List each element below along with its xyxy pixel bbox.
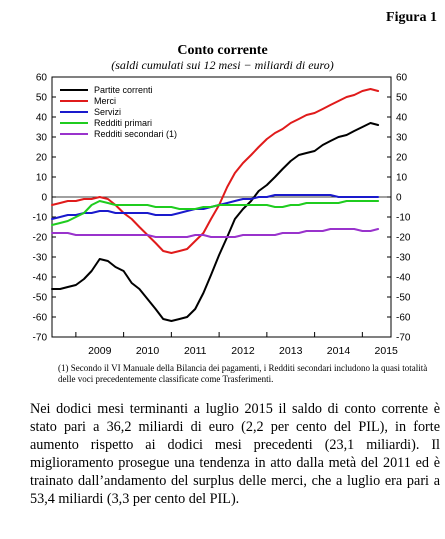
y-tick-label-left: 10 — [36, 173, 48, 184]
y-tick-label-left: -30 — [33, 253, 48, 264]
legend-label: Redditi primari — [94, 118, 152, 128]
x-tick-label: 2014 — [327, 345, 351, 357]
y-tick-label-right: -20 — [396, 233, 411, 244]
legend-label: Servizi — [94, 107, 121, 117]
chart-subtitle: (saldi cumulati sui 12 mesi − miliardi d… — [111, 58, 334, 72]
legend-label: Redditi secondari (1) — [94, 129, 177, 139]
chart-footnote: (1) Secondo il VI Manuale della Bilancia… — [58, 363, 428, 384]
line-chart: -70 -70 -60 -60 -50 -50 -40 -40 -30 -30 -20 -20 -10 -… — [33, 73, 411, 358]
body-paragraph: Nei dodici mesi terminanti a luglio 2015… — [30, 401, 440, 507]
y-tick-label-left: 60 — [36, 73, 48, 84]
y-tick-label-right: -30 — [396, 253, 411, 264]
series-line-merci — [51, 88, 380, 254]
y-tick-label-left: 30 — [36, 133, 48, 144]
y-tick-label-left: -60 — [33, 313, 48, 324]
y-tick-label-right: 50 — [396, 93, 408, 104]
y-tick-label-right: 30 — [396, 133, 408, 144]
x-tick-label: 2012 — [231, 345, 255, 357]
y-tick-label-left: -10 — [33, 213, 48, 224]
series-line-redditi-secondari-1 — [51, 228, 380, 238]
y-tick-label-right: 0 — [396, 193, 402, 204]
series-line-redditi-primari — [51, 200, 380, 226]
y-tick-label-right: -60 — [396, 313, 411, 324]
y-tick-label-right: 10 — [396, 173, 408, 184]
y-tick-label-left: 0 — [41, 193, 47, 204]
y-tick-label-right: -40 — [396, 273, 411, 284]
chart-title: Conto corrente — [177, 43, 268, 58]
y-tick-label-left: -20 — [33, 233, 48, 244]
x-tick-label: 2011 — [184, 345, 207, 357]
y-tick-label-left: -50 — [33, 293, 48, 304]
series-line-partite-correnti — [51, 122, 380, 322]
plot-frame — [51, 76, 392, 338]
x-tick-label: 2013 — [279, 345, 303, 357]
legend-label: Partite correnti — [94, 85, 153, 95]
x-tick-label: 2015 — [375, 345, 399, 357]
figure-label: Figura 1 — [386, 10, 437, 25]
x-tick-label: 2010 — [136, 345, 160, 357]
y-tick-label-right: 60 — [396, 73, 408, 84]
y-tick-label-left: 40 — [36, 113, 48, 124]
y-tick-label-right: -70 — [396, 333, 411, 344]
legend-label: Merci — [94, 96, 116, 106]
y-tick-label-right: 40 — [396, 113, 408, 124]
y-tick-label-left: 20 — [36, 153, 48, 164]
y-tick-label-left: -70 — [33, 333, 48, 344]
x-tick-label: 2009 — [88, 345, 112, 357]
y-tick-label-right: -50 — [396, 293, 411, 304]
y-tick-label-left: -40 — [33, 273, 48, 284]
y-tick-label-right: 20 — [396, 153, 408, 164]
y-tick-label-right: -10 — [396, 213, 411, 224]
y-tick-label-left: 50 — [36, 93, 48, 104]
